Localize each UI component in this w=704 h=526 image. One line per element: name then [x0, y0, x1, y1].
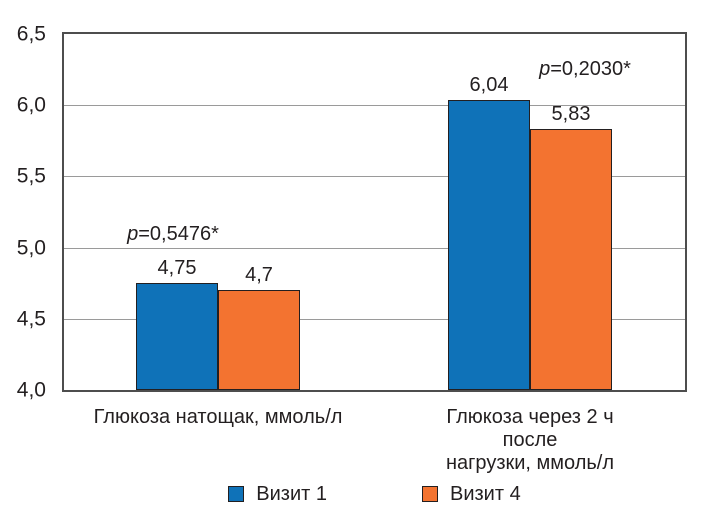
legend-item-visit-1: Визит 1 [228, 484, 327, 504]
category-label: Глюкоза через 2 ч после нагрузки, ммоль/… [445, 406, 615, 474]
gridline [64, 105, 685, 107]
bar-визит-1-group1 [136, 283, 218, 390]
bar-value-label: 4,7 [245, 264, 273, 287]
y-tick-label: 6,0 [16, 93, 46, 117]
legend-item-visit-4: Визит 4 [422, 484, 521, 504]
bar-value-label: 6,04 [469, 73, 509, 96]
y-tick-label: 6,5 [16, 22, 46, 46]
p-value-annotation: p=0,5476* [127, 223, 219, 245]
y-tick-label: 4,5 [16, 307, 46, 331]
gridline [64, 318, 685, 320]
bar-value-label: 5,83 [551, 103, 591, 126]
p-value-annotation: p=0,2030* [539, 58, 631, 80]
bar-визит-1-group2 [448, 99, 530, 390]
legend-label-visit-4: Визит 4 [450, 483, 521, 505]
y-tick-label: 5,5 [16, 164, 46, 188]
legend: Визит 1 Визит 4 [62, 484, 687, 504]
legend-label-visit-1: Визит 1 [256, 483, 327, 505]
gridline [64, 176, 685, 178]
y-axis-labels: 6,5 6,0 5,5 5,0 4,5 4,0 [0, 24, 46, 401]
legend-swatch-visit-1-icon [228, 486, 245, 502]
gridline [64, 247, 685, 249]
y-tick-label: 4,0 [16, 378, 46, 402]
bar-визит-4-group2 [530, 129, 612, 390]
bar-value-label: 4,75 [157, 257, 197, 280]
bar-визит-4-group1 [218, 290, 300, 390]
x-axis-labels: Глюкоза натощак, ммоль/л Глюкоза через 2 … [0, 406, 704, 474]
plot-area: 4,75 6,04 4,7 5,83 p=0,5476* p=0,2030* [62, 32, 687, 392]
category-label: Глюкоза натощак, ммоль/л [93, 406, 343, 428]
legend-swatch-visit-4-icon [422, 486, 438, 502]
y-tick-label: 5,0 [16, 236, 46, 260]
